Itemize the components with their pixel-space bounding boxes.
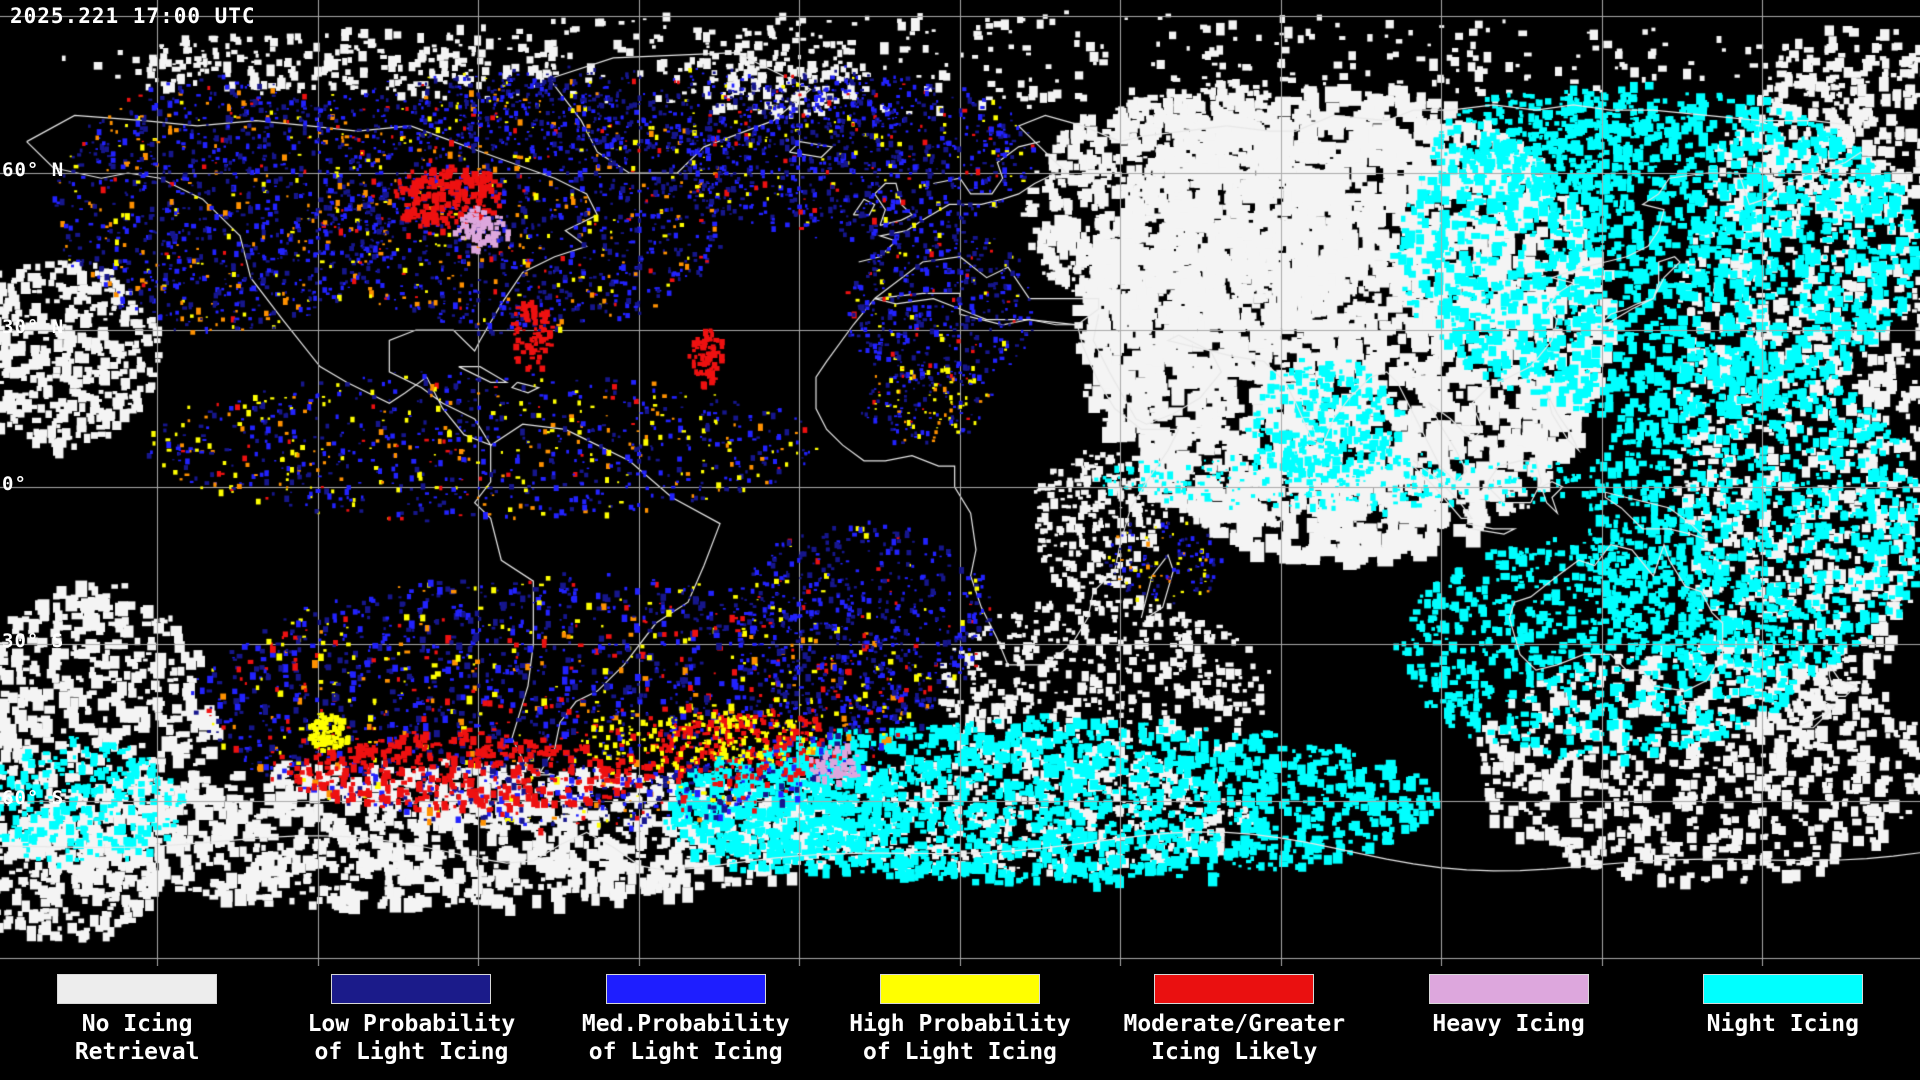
- legend-label-line1: Low Probability: [307, 1011, 516, 1037]
- legend-label-line1: Night Icing: [1706, 1011, 1859, 1037]
- legend-bar: No Icing Retrieval Low Probability of Light…: [0, 966, 1920, 1080]
- legend-label-high-probability: High Probability of Light Icing: [849, 1011, 1071, 1066]
- legend-swatch-no-icing-retrieval: [57, 974, 218, 1004]
- legend-label-line2: of Light Icing: [314, 1038, 509, 1065]
- legend-swatch-night-icing: [1702, 974, 1863, 1004]
- legend-label-night-icing: Night Icing: [1707, 1011, 1859, 1066]
- legend-label-line2: of Light Icing: [863, 1038, 1057, 1065]
- legend-item-no-icing-retrieval: No Icing Retrieval: [0, 974, 274, 1066]
- legend-label-line1: Heavy Icing: [1432, 1011, 1585, 1037]
- legend-swatch-heavy-icing: [1428, 974, 1589, 1004]
- legend-item-high-probability: High Probability of Light Icing: [823, 974, 1097, 1066]
- legend-item-med-probability: Med.Probability of Light Icing: [549, 974, 823, 1066]
- legend-label-line2: Icing Likely: [1151, 1038, 1318, 1065]
- lat-label: 30° S: [2, 630, 65, 652]
- lat-label: 0°: [2, 473, 27, 495]
- lat-label: 30° N: [2, 316, 65, 338]
- lat-label: 60° S: [2, 787, 65, 809]
- legend-item-night-icing: Night Icing: [1646, 974, 1920, 1066]
- timestamp-label: 2025.221 17:00 UTC: [10, 4, 256, 28]
- legend-item-low-probability: Low Probability of Light Icing: [274, 974, 548, 1066]
- legend-label-line2: [1432, 1039, 1584, 1066]
- legend-label-line1: Moderate/Greater: [1123, 1011, 1346, 1037]
- legend-label-line1: No Icing: [81, 1011, 193, 1037]
- legend-label-line1: Med.Probability: [581, 1011, 790, 1037]
- legend-label-line2: Retrieval: [74, 1038, 200, 1065]
- lat-label: 60° N: [2, 159, 65, 181]
- legend-swatch-high-probability: [879, 974, 1040, 1004]
- legend-label-med-probability: Med.Probability of Light Icing: [582, 1011, 790, 1066]
- world-map-area: 2025.221 17:00 UTC 60° N 30° N 0° 30° S 60° …: [0, 0, 1920, 966]
- legend-label-line1: High Probability: [849, 1011, 1071, 1037]
- legend-label-moderate-greater: Moderate/Greater Icing Likely: [1123, 1011, 1345, 1066]
- legend-label-line2: [1707, 1039, 1859, 1066]
- legend-item-heavy-icing: Heavy Icing: [1371, 974, 1645, 1066]
- legend-swatch-med-probability: [605, 974, 766, 1004]
- legend-item-moderate-greater: Moderate/Greater Icing Likely: [1097, 974, 1371, 1066]
- legend-label-line2: of Light Icing: [588, 1038, 783, 1065]
- legend-swatch-low-probability: [331, 974, 492, 1004]
- legend-label-heavy-icing: Heavy Icing: [1432, 1011, 1584, 1066]
- world-map-canvas: [0, 0, 1920, 966]
- legend-label-no-icing-retrieval: No Icing Retrieval: [75, 1011, 200, 1066]
- legend-label-low-probability: Low Probability of Light Icing: [308, 1011, 516, 1066]
- legend-swatch-moderate-greater: [1154, 974, 1315, 1004]
